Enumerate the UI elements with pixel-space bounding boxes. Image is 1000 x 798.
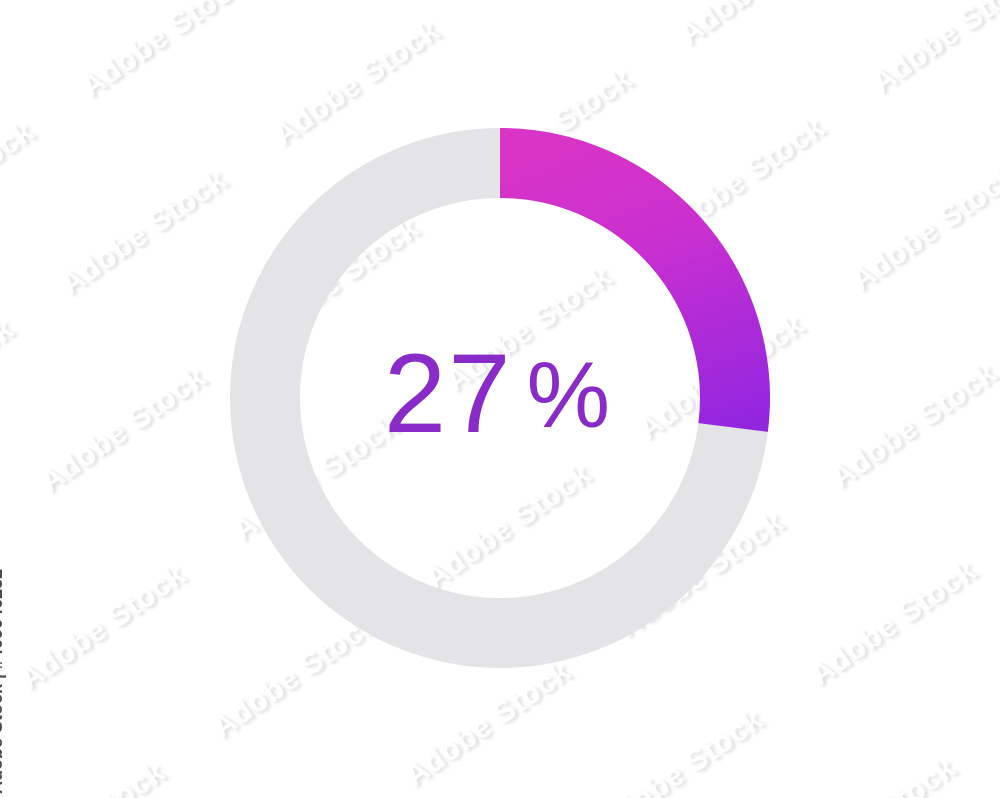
progress-arc bbox=[499, 128, 770, 432]
percent-sign: % bbox=[526, 342, 611, 447]
percentage-label: 27 % bbox=[384, 338, 610, 450]
stock-credit-watermark: Adobe Stock | #409046232 bbox=[0, 568, 6, 794]
percentage-value: 27 bbox=[383, 331, 513, 456]
